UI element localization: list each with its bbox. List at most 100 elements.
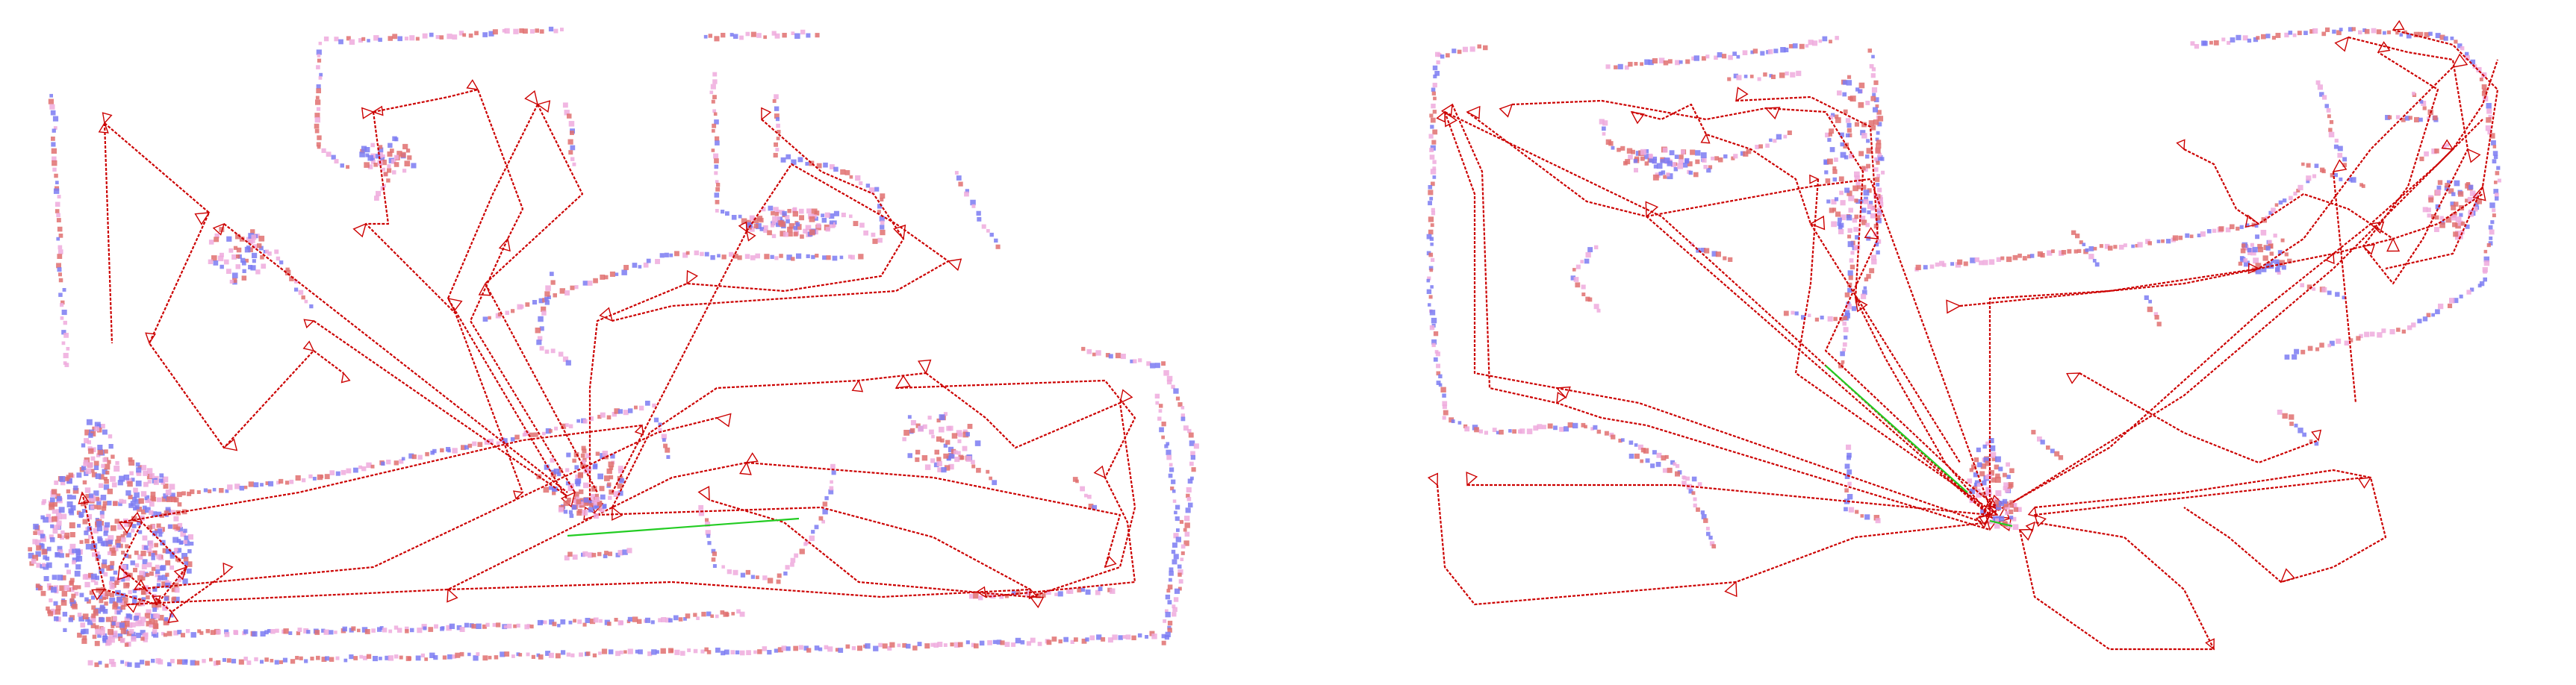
landmark-point	[135, 632, 142, 639]
landmark-point	[2046, 445, 2050, 450]
landmark-point	[767, 230, 772, 236]
landmark-point	[1644, 59, 1650, 65]
landmark-point	[318, 76, 323, 80]
landmark-point	[1736, 54, 1740, 59]
landmark-point	[367, 39, 370, 43]
landmark-point	[183, 539, 187, 544]
landmark-point	[1783, 134, 1788, 139]
landmark-point	[1834, 157, 1838, 162]
landmark-point	[1173, 533, 1179, 539]
landmark-point	[936, 436, 942, 442]
landmark-point	[94, 662, 99, 667]
landmark-point	[108, 634, 114, 639]
landmark-wall	[108, 609, 745, 639]
landmark-point	[1086, 348, 1092, 354]
landmark-point	[2419, 100, 2424, 104]
landmark-point	[1180, 416, 1186, 422]
landmark-point	[602, 504, 607, 509]
landmark-point	[2427, 213, 2431, 218]
landmark-point	[52, 489, 57, 495]
landmark-wall	[2144, 295, 2162, 327]
landmark-point	[101, 463, 105, 469]
landmark-point	[142, 535, 148, 541]
landmark-point	[90, 573, 97, 580]
landmark-point	[260, 660, 264, 664]
landmark-point	[632, 616, 638, 622]
landmark-point	[97, 448, 104, 455]
landmark-point	[712, 129, 715, 133]
landmark-point	[710, 614, 714, 618]
landmark-point	[283, 628, 289, 634]
landmark-point	[1158, 409, 1163, 413]
landmark-point	[967, 424, 973, 429]
landmark-point	[1462, 46, 1468, 52]
landmark-point	[63, 532, 70, 539]
camera-frustum	[2386, 237, 2401, 252]
trajectory-path	[119, 424, 643, 524]
landmark-point	[565, 468, 570, 472]
landmark-point	[103, 525, 109, 531]
landmark-point	[1790, 72, 1796, 78]
landmark-point	[613, 491, 620, 497]
landmark-wall	[482, 250, 864, 322]
landmark-point	[553, 468, 560, 475]
landmark-point	[2406, 33, 2412, 39]
landmark-point	[260, 255, 264, 260]
landmark-point	[794, 33, 800, 39]
landmark-point	[1863, 198, 1869, 204]
landmark-point	[1429, 268, 1434, 272]
landmark-point	[790, 562, 794, 567]
landmark-point	[1575, 264, 1581, 269]
landmark-point	[2439, 216, 2444, 220]
landmark-point	[2002, 498, 2008, 504]
landmark-point	[1432, 129, 1438, 135]
landmark-point	[1178, 579, 1183, 584]
landmark-point	[128, 589, 132, 595]
landmark-point	[370, 464, 375, 469]
landmark-point	[161, 496, 167, 502]
landmark-point	[97, 497, 102, 502]
landmark-point	[1847, 228, 1852, 234]
landmark-point	[918, 425, 924, 432]
camera-frustum	[352, 222, 367, 238]
landmark-point	[945, 440, 951, 445]
landmark-point	[1440, 54, 1445, 59]
landmark-point	[1998, 466, 2003, 472]
landmark-point	[656, 650, 659, 654]
camera-trajectory	[133, 413, 732, 591]
landmark-point	[439, 35, 444, 40]
landmark-point	[526, 652, 530, 657]
landmark-point	[141, 589, 147, 595]
landmark-point	[577, 509, 582, 514]
landmark-point	[97, 538, 103, 544]
landmark-point	[2377, 332, 2383, 338]
landmark-point	[772, 99, 777, 103]
landmark-point	[1169, 567, 1174, 572]
landmark-point	[407, 155, 412, 160]
landmark-point	[1426, 289, 1432, 294]
landmark-point	[615, 651, 620, 657]
camera-trajectory	[303, 319, 568, 497]
landmark-point	[424, 657, 428, 661]
landmark-point	[146, 589, 152, 595]
landmark-point	[571, 504, 577, 510]
landmark-point	[2359, 183, 2363, 187]
landmark-point	[749, 215, 755, 221]
landmark-point	[110, 576, 115, 582]
landmark-point	[545, 428, 552, 434]
landmark-point	[593, 463, 598, 468]
landmark-point	[1873, 223, 1879, 229]
landmark-point	[432, 448, 437, 454]
landmark-point	[2445, 143, 2449, 147]
landmark-point	[1154, 393, 1160, 399]
landmark-point	[1783, 310, 1789, 316]
landmark-point	[120, 564, 127, 571]
landmark-point	[785, 646, 791, 651]
landmark-point	[105, 590, 111, 596]
landmark-point	[137, 601, 143, 607]
landmark-point	[85, 494, 90, 498]
landmark-point	[724, 649, 729, 655]
landmark-point	[203, 488, 208, 492]
landmark-point	[597, 473, 603, 480]
landmark-point	[2387, 115, 2392, 119]
